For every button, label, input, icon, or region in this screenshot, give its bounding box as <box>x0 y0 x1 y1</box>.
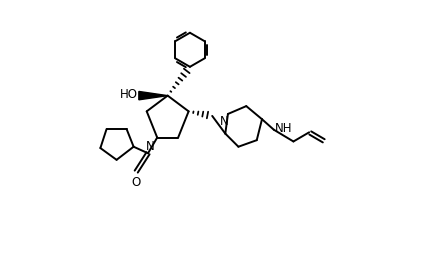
Text: N: N <box>220 115 228 128</box>
Text: NH: NH <box>275 122 293 135</box>
Text: HO: HO <box>120 88 138 101</box>
Polygon shape <box>139 91 168 100</box>
Text: O: O <box>132 176 141 189</box>
Text: N: N <box>146 140 155 153</box>
